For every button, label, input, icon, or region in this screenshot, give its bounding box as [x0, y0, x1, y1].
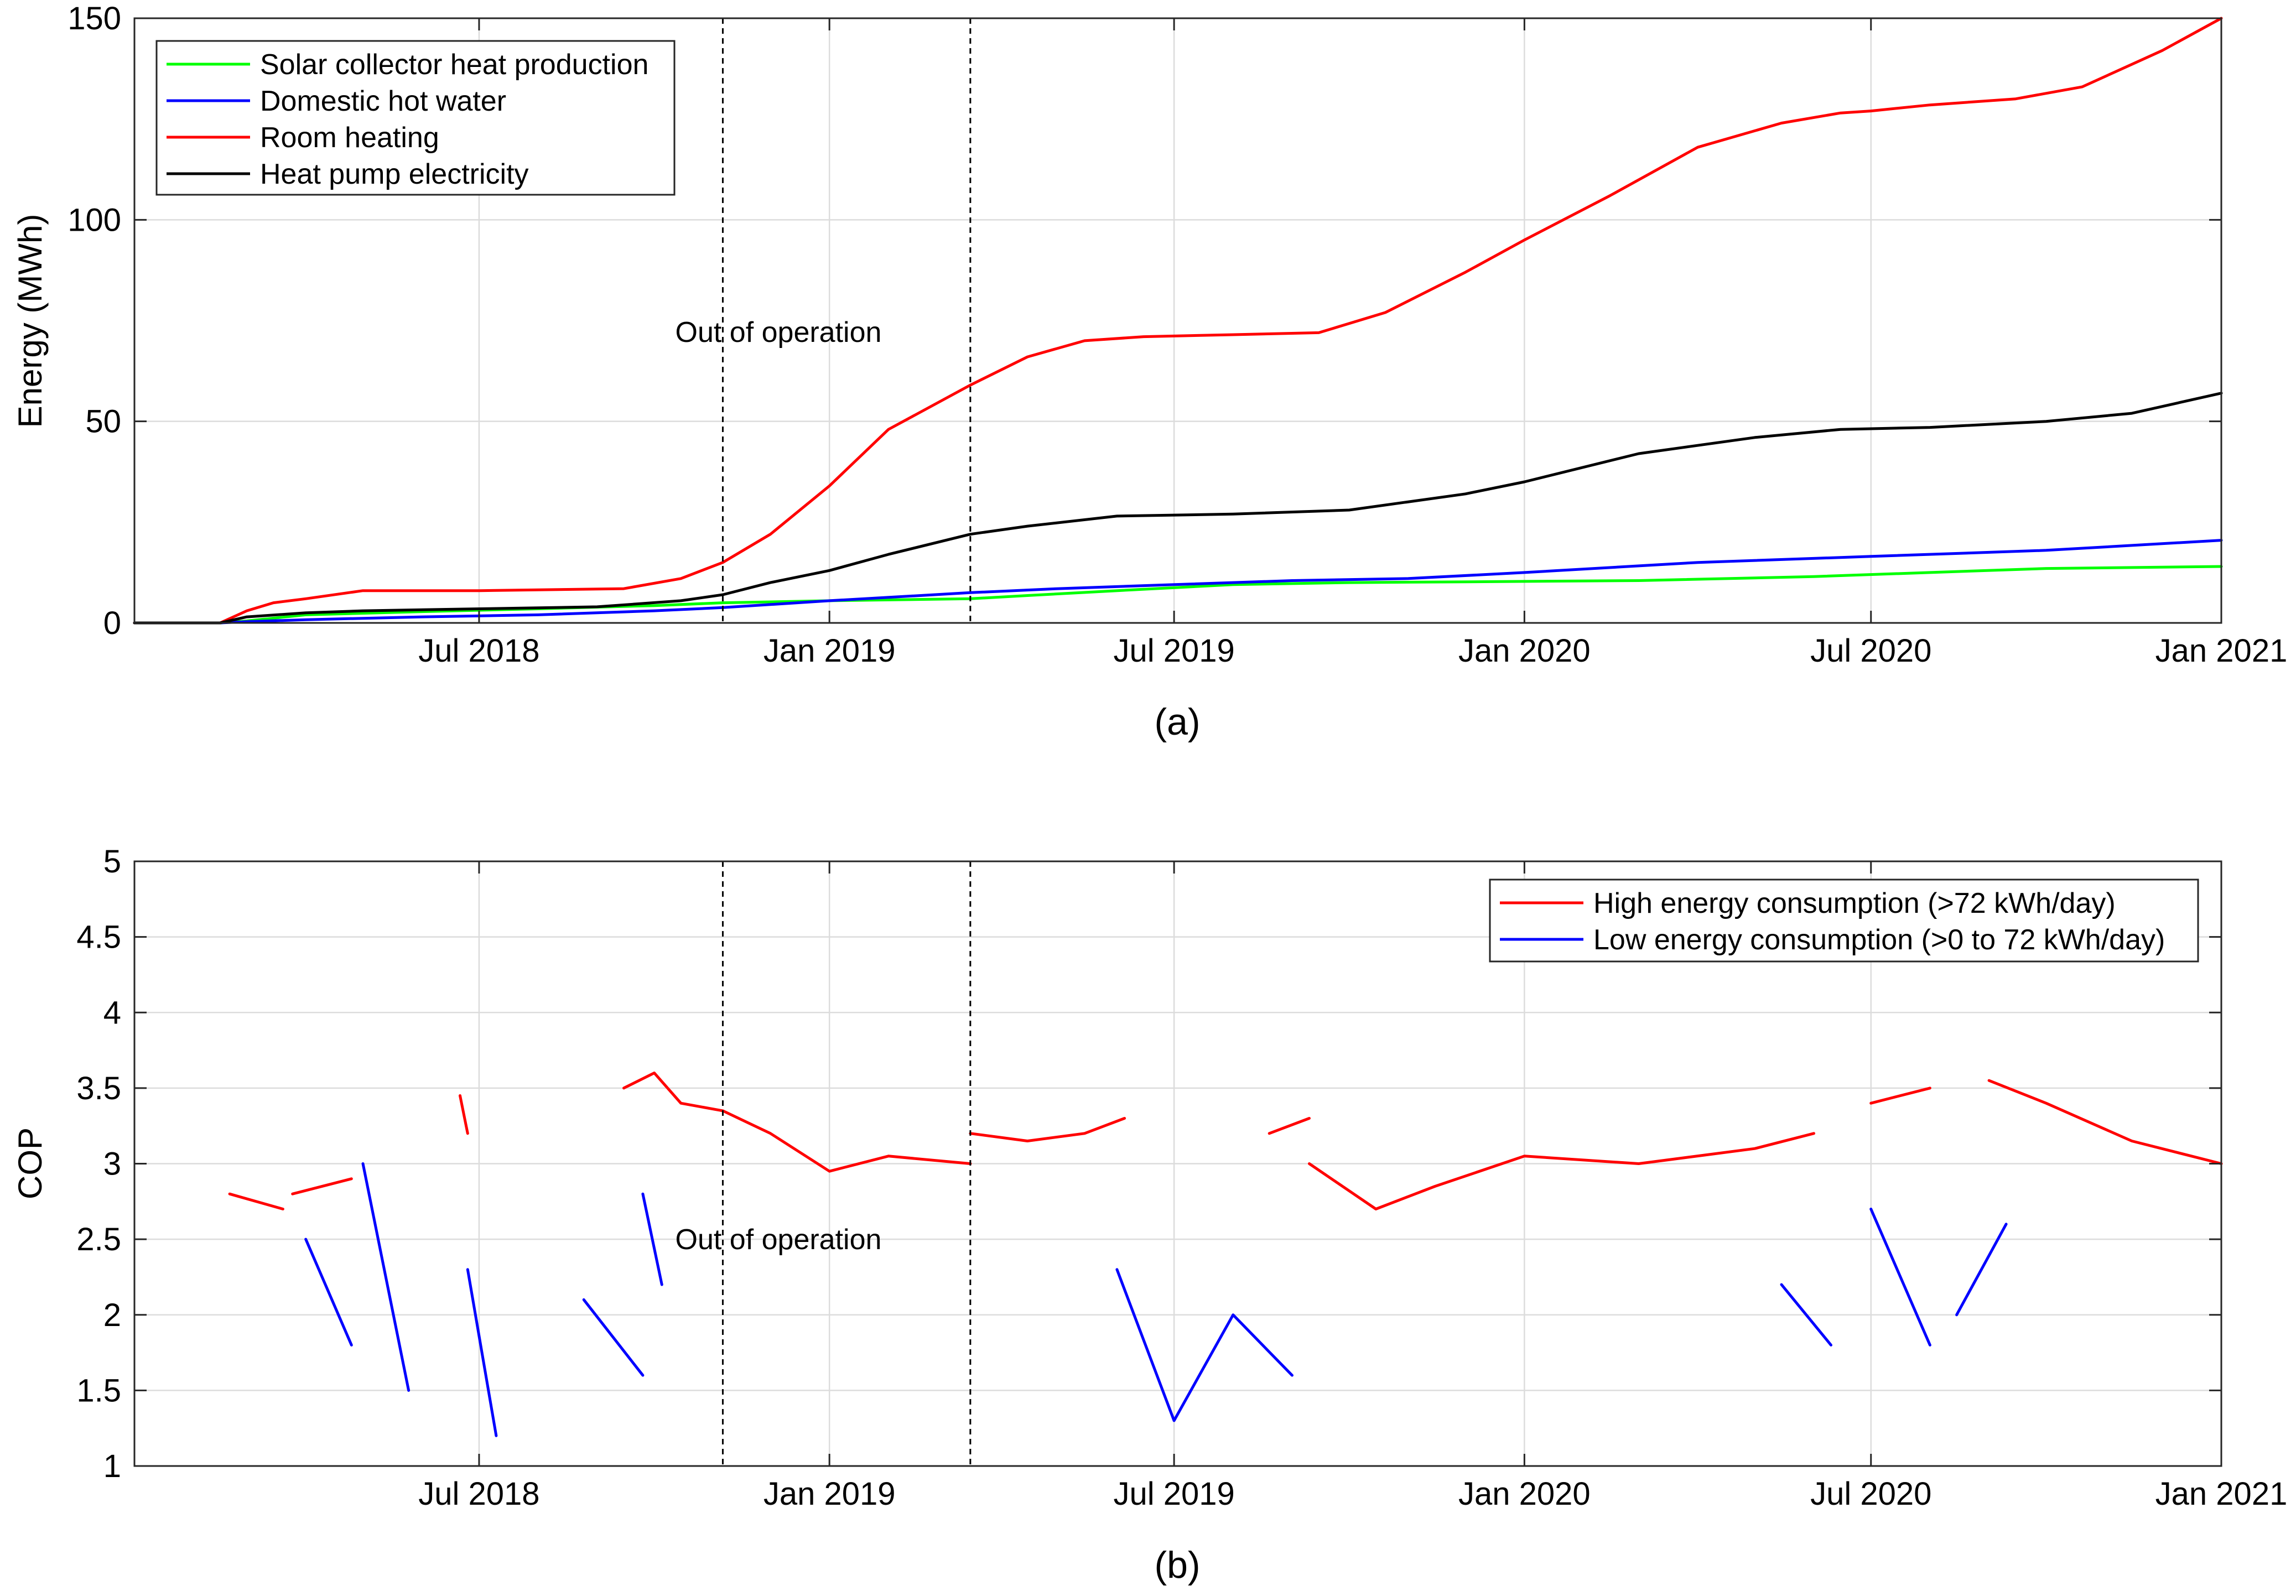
panel-a-legend-box	[155, 40, 676, 196]
series-line-0	[622, 1072, 972, 1173]
series-line-1	[582, 1298, 645, 1377]
xtick-label: Jul 2018	[418, 633, 539, 669]
panel-a-annotation: Out of operation	[676, 316, 882, 349]
panel-b-ylabel: COP	[12, 1127, 49, 1199]
series-line-1	[1780, 1283, 1832, 1347]
xtick-label: Jan 2020	[1458, 1476, 1591, 1512]
series-line-0	[459, 1094, 469, 1135]
legend-label-3: Heat pump electricity	[260, 158, 529, 190]
ytick-label: 3	[103, 1146, 121, 1182]
xtick-label: Jul 2020	[1810, 633, 1931, 669]
panel-a-energy-chart: 0 50 100 150 Jul 2018 Jan 2019 Jul 2019 Jan 202…	[12, 1, 2287, 743]
series-line-1	[1955, 1223, 2008, 1317]
ytick-label: 0	[103, 605, 121, 641]
panel-b-grid	[134, 861, 2221, 1466]
series-line-0	[1987, 1079, 2223, 1165]
series-line-1	[466, 1268, 498, 1437]
xtick-label: Jan 2021	[2155, 633, 2288, 669]
xtick-label: Jan 2021	[2155, 1476, 2288, 1512]
panel-a-axes-frame	[133, 17, 2222, 624]
ytick-label: 150	[67, 1, 121, 37]
panel-a-ticks: 0 50 100 150 Jul 2018 Jan 2019 Jul 2019 Jan 202…	[67, 1, 2287, 669]
xtick-label: Jul 2019	[1113, 1476, 1234, 1512]
panel-a-series	[133, 17, 2223, 625]
panel-b-legend-box	[1489, 878, 2199, 963]
ytick-label: 2	[103, 1297, 121, 1333]
series-line-1	[641, 1192, 663, 1286]
legend-label-2: Room heating	[260, 122, 439, 154]
panel-a-out-of-operation-lines	[721, 18, 972, 623]
ytick-label: 100	[67, 202, 121, 238]
series-line-0	[969, 1117, 1126, 1142]
legend-label-0: High energy consumption (>72 kWh/day)	[1593, 887, 2116, 919]
series-line-0	[291, 1177, 353, 1195]
panel-b-series	[228, 1072, 2223, 1437]
panel-b-label: (b)	[1154, 1544, 1200, 1586]
series-line-0	[133, 565, 2223, 625]
ytick-label: 3.5	[76, 1070, 121, 1106]
panel-b-annotation: Out of operation	[676, 1224, 882, 1256]
ytick-label: 5	[103, 844, 121, 880]
series-line-0	[1308, 1132, 1815, 1210]
series-line-1	[1115, 1268, 1294, 1422]
xtick-label: Jul 2020	[1810, 1476, 1931, 1512]
series-line-3	[133, 392, 2223, 625]
ytick-label: 1	[103, 1448, 121, 1484]
xtick-label: Jan 2019	[763, 633, 896, 669]
series-line-1	[304, 1238, 353, 1347]
panel-a-label: (a)	[1154, 701, 1200, 743]
panel-b-ticks: 1 1.5 2 2.5 3 3.5 4 4.5 5 Jul 2018 Jan 2019 Jul 201…	[76, 844, 2287, 1512]
ytick-label: 50	[85, 404, 121, 440]
ytick-label: 1.5	[76, 1373, 121, 1408]
panel-b-cop-chart: 1 1.5 2 2.5 3 3.5 4 4.5 5 Jul 2018 Jan 2019 Jul 201…	[12, 844, 2287, 1586]
series-line-0	[228, 1192, 284, 1210]
ytick-label: 2.5	[76, 1221, 121, 1257]
legend-label-1: Domestic hot water	[260, 85, 506, 117]
panel-a-legend: Solar collector heat production Domestic …	[155, 40, 676, 196]
xtick-label: Jul 2018	[418, 1476, 539, 1512]
panel-a-ylabel: Energy (MWh)	[12, 214, 49, 428]
xtick-label: Jan 2020	[1458, 633, 1591, 669]
series-line-0	[1869, 1086, 1931, 1105]
legend-label-1: Low energy consumption (>0 to 72 kWh/day…	[1593, 924, 2165, 956]
series-line-2	[133, 17, 2223, 625]
legend-label-0: Solar collector heat production	[260, 49, 648, 81]
xtick-label: Jul 2019	[1113, 633, 1234, 669]
panel-b-out-of-operation-lines	[721, 861, 972, 1466]
panel-b-legend: High energy consumption (>72 kWh/day) Low…	[1489, 878, 2199, 963]
ytick-label: 4.5	[76, 919, 121, 955]
series-line-1	[1869, 1208, 1931, 1347]
series-line-1	[361, 1162, 411, 1392]
ytick-label: 4	[103, 995, 121, 1031]
series-line-0	[1268, 1117, 1311, 1135]
xtick-label: Jan 2019	[763, 1476, 896, 1512]
series-line-1	[133, 539, 2223, 625]
